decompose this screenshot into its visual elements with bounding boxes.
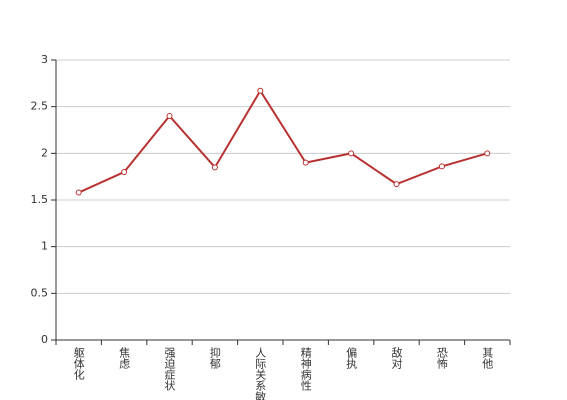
x-tick-label: 抑郁 (208, 346, 221, 369)
point (121, 169, 128, 175)
x-tick-label: 恐怖 (435, 347, 448, 369)
x-tick-label: 人际关系敏感 (254, 347, 267, 400)
point (348, 150, 355, 157)
x-tick-label: 强迫症状 (163, 347, 176, 391)
y-tick-label: 1 (41, 240, 48, 253)
y-tick-label: 2.5 (31, 100, 49, 113)
x-tick-label: 躯体化 (72, 347, 85, 381)
x-tick-label: 精神病性 (299, 347, 312, 392)
y-tick-label: 0.5 (31, 286, 49, 299)
point (166, 113, 173, 119)
y-tick-label: 3 (41, 53, 48, 66)
point (75, 189, 82, 196)
y-tick-label: 0 (41, 333, 48, 346)
y-tick-label: 1.5 (31, 193, 49, 206)
point (257, 87, 264, 94)
x-tick-label: 其他 (481, 347, 494, 369)
point (393, 181, 400, 188)
y-tick-label: 2 (41, 146, 48, 159)
point (302, 159, 309, 166)
x-tick-label: 焦虑 (118, 347, 131, 369)
line (78, 88, 488, 194)
point (438, 163, 445, 170)
point (484, 150, 491, 157)
x-tick-label: 敌对 (390, 346, 403, 369)
point (211, 164, 218, 171)
x-tick-label: 偏执 (345, 346, 358, 370)
